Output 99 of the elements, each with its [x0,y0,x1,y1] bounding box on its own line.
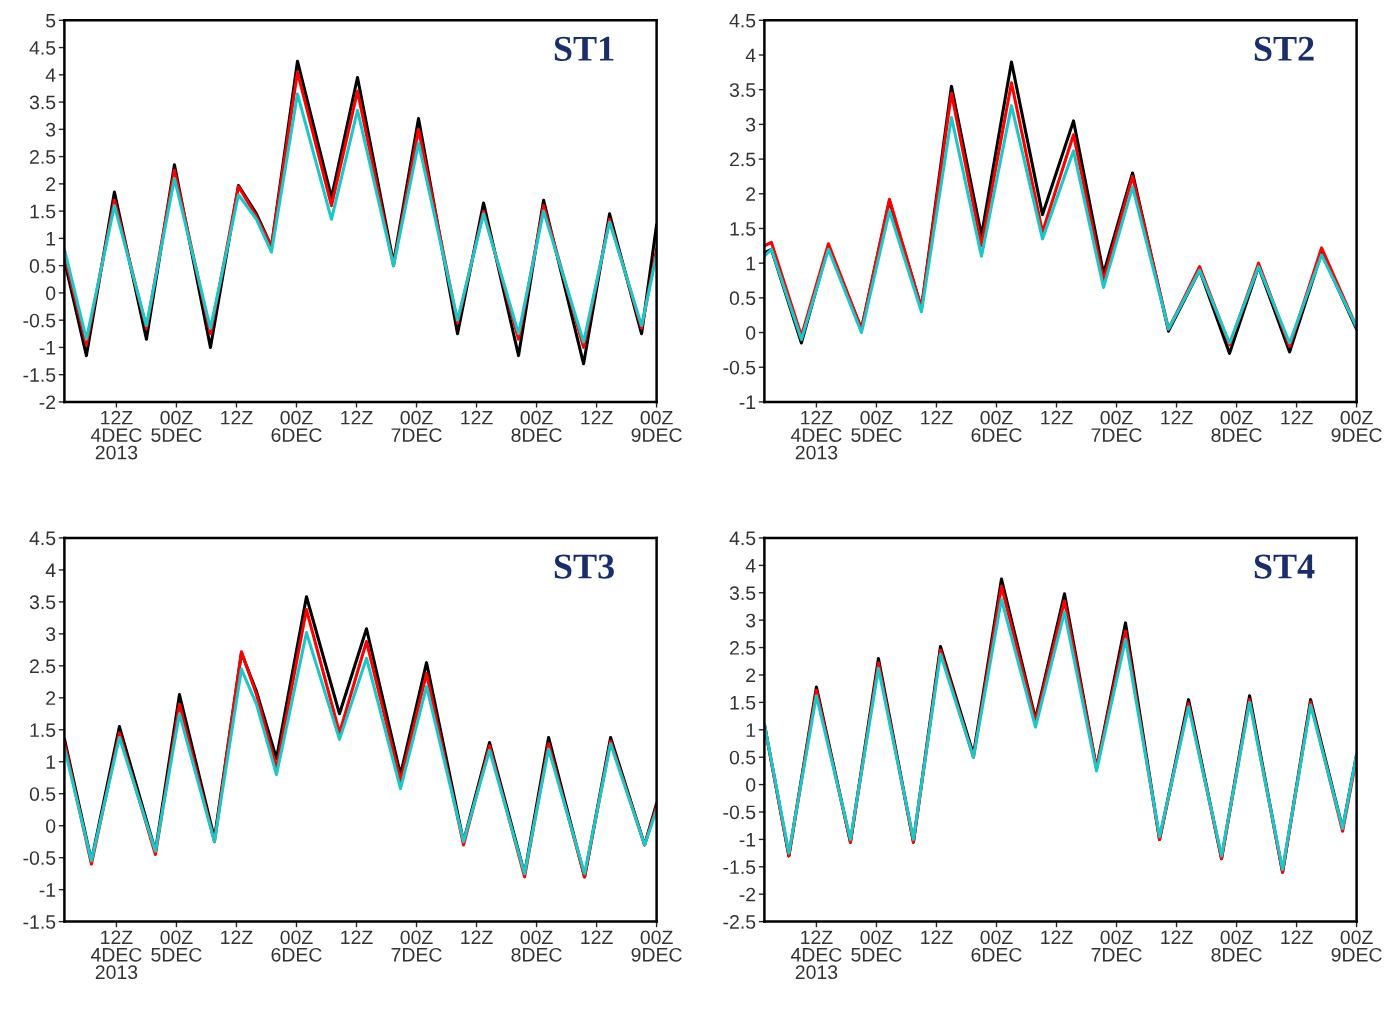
x-tick-label: 00Z 5DEC [151,930,202,962]
y-tick-label: 3.5 [29,95,56,110]
x-tick-label: 00Z 9DEC [1331,410,1382,442]
y-tick-label: 3 [746,613,756,628]
y-tick-label: 2 [746,187,756,201]
y-tick-label: 1 [746,723,756,737]
x-tick-label: 00Z 5DEC [151,410,202,442]
chart-title: ST3 [554,554,614,579]
x-tick-label: 00Z 8DEC [511,930,562,962]
x-tick-label: 00Z 6DEC [971,410,1022,442]
x-tick-label: 00Z 9DEC [1331,930,1382,962]
chart-title: ST2 [1254,36,1314,61]
y-tick-label: 1 [746,256,756,271]
y-tick-label: 4.5 [29,531,56,546]
y-tick-label: 1.5 [30,723,56,738]
x-tick-label: 00Z 5DEC [851,930,902,962]
y-tick-label: -2 [739,887,756,902]
x-tick-label: 00Z 6DEC [271,930,322,962]
y-tick-label: 4.5 [729,13,756,28]
x-tick-label: 12Z [1161,410,1193,425]
y-tick-label: 0 [746,778,756,792]
y-tick-label: 2.5 [730,152,756,167]
y-tick-label: 4 [45,563,56,577]
x-tick-label: 00Z 5DEC [851,410,902,442]
y-tick-label: 0.5 [29,787,56,801]
x-tick-label: 12Z [921,930,953,945]
y-tick-label: 1 [46,232,56,246]
x-tick-label: 12Z 4DEC 2013 [790,410,842,460]
x-tick-label: 00Z 8DEC [511,410,562,442]
chart-title: ST4 [1254,554,1315,579]
y-tick-label: 2.5 [30,659,56,674]
y-tick-label: 4.5 [729,531,756,546]
x-tick-label: 12Z [461,410,493,425]
y-tick-label: 1 [46,755,56,769]
y-tick-label: 1.5 [730,696,756,710]
y-tick-label: 4 [745,48,756,63]
y-tick-label: -1.5 [23,915,56,929]
y-tick-label: -1.5 [723,860,756,875]
y-tick-label: 3.5 [729,586,756,600]
y-tick-label: -0.5 [23,313,56,328]
x-tick-label: 12Z [341,930,373,945]
x-tick-label: 12Z 4DEC 2013 [90,410,142,460]
x-tick-label: 12Z 4DEC 2013 [90,930,142,980]
y-tick-label: 2 [46,691,56,705]
y-tick-label: -1 [739,395,756,409]
y-tick-label: 3.5 [729,83,756,97]
x-tick-label: 12Z [461,930,493,945]
chart-title: ST1 [554,36,614,61]
y-tick-label: 0.5 [729,750,756,765]
y-tick-label: 2.5 [30,150,56,164]
x-tick-label: 00Z 9DEC [631,930,682,962]
x-tick-label: 00Z 7DEC [1091,410,1142,442]
x-tick-label: 12Z [1281,410,1313,425]
y-tick-label: 0.5 [29,259,56,273]
x-tick-label: 12Z [1041,410,1073,425]
y-tick-label: -0.5 [23,851,56,865]
x-tick-label: 12Z [1281,930,1313,945]
x-tick-label: 00Z 6DEC [971,930,1022,962]
x-tick-label: 00Z 7DEC [391,410,442,442]
x-tick-label: 00Z 6DEC [271,410,322,442]
y-tick-label: -0.5 [723,360,756,375]
x-tick-label: 00Z 7DEC [1091,930,1142,962]
y-tick-label: 0.5 [729,291,756,306]
x-tick-label: 12Z [341,410,373,425]
x-tick-label: 12Z [221,410,253,425]
y-tick-label: 2 [46,177,56,191]
y-tick-label: 0 [746,326,756,340]
y-tick-label: -1 [39,341,56,355]
y-tick-label: 2.5 [730,641,756,655]
y-tick-label: 1.5 [730,222,756,236]
x-tick-label: 12Z [221,930,253,945]
x-tick-label: 12Z [1161,930,1193,945]
y-tick-label: 4 [45,68,56,82]
x-tick-label: 00Z 8DEC [1211,410,1262,442]
x-tick-label: 12Z 4DEC 2013 [790,930,842,980]
y-tick-label: 0 [46,286,56,301]
y-tick-label: 4 [745,559,756,573]
x-tick-label: 12Z [921,410,953,425]
y-tick-label: 0 [46,819,56,833]
y-tick-label: 3 [746,117,756,132]
y-tick-label: -1 [39,883,56,897]
y-tick-label: -0.5 [723,805,756,820]
y-tick-label: 5 [46,13,56,28]
y-tick-label: -2 [39,395,56,409]
y-tick-label: -1.5 [23,368,56,382]
x-tick-label: 12Z [1041,930,1073,945]
y-tick-label: -2.5 [723,915,756,929]
x-tick-label: 00Z 9DEC [631,410,682,442]
x-tick-label: 12Z [581,930,613,945]
y-tick-label: -1 [739,833,756,847]
x-tick-label: 12Z [581,410,613,425]
y-tick-label: 3.5 [29,595,56,610]
x-tick-label: 00Z 8DEC [1211,930,1262,962]
y-tick-label: 2 [746,668,756,683]
x-tick-label: 00Z 7DEC [391,930,442,962]
y-tick-label: 3 [46,627,56,642]
y-tick-label: 3 [46,122,56,137]
y-tick-label: 1.5 [30,204,56,219]
y-tick-label: 4.5 [29,41,56,55]
